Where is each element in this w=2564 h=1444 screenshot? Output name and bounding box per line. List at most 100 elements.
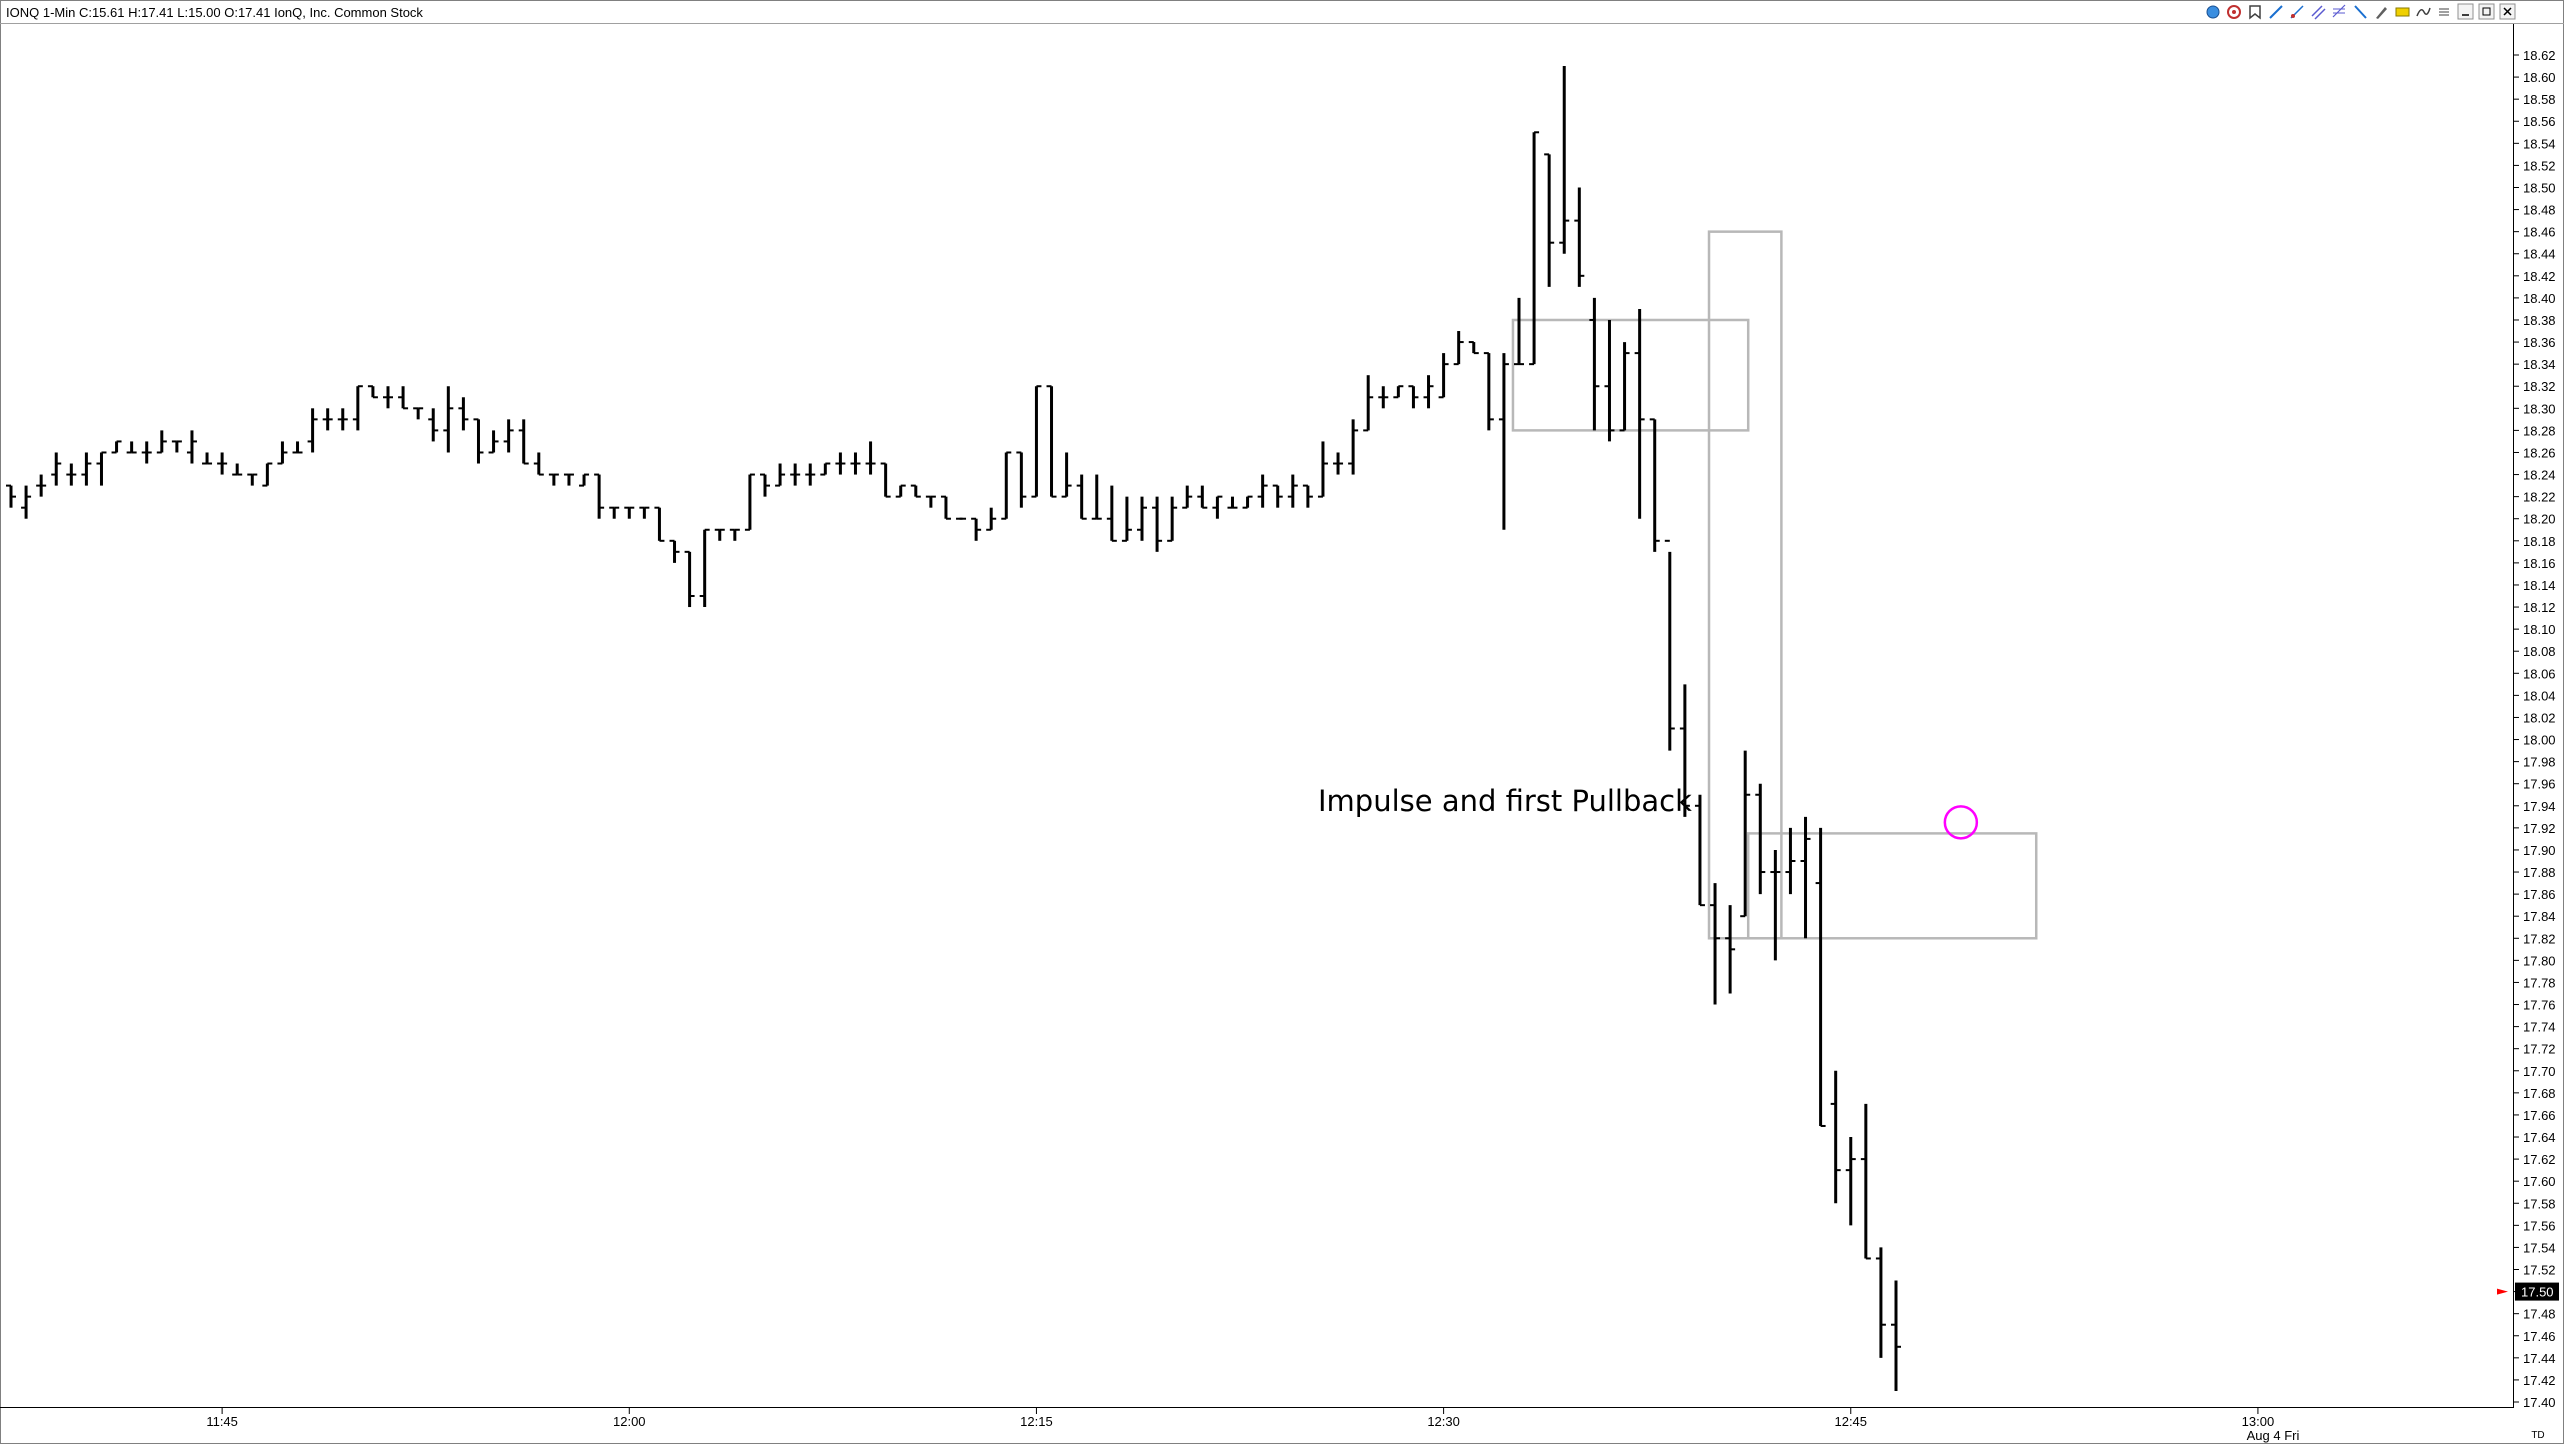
price-label: 18.04 xyxy=(2523,688,2556,703)
highlighter-icon[interactable] xyxy=(2376,7,2387,19)
ohlc-bar xyxy=(443,386,454,453)
fib-icon[interactable] xyxy=(2332,4,2346,18)
consolidation-box[interactable] xyxy=(1511,318,1750,432)
ohlc-bar xyxy=(669,539,680,563)
minimize-icon[interactable] xyxy=(2457,3,2474,20)
ohlc-bar xyxy=(1408,385,1419,409)
ohlc-bar xyxy=(1121,496,1132,542)
ohlc-bar xyxy=(1317,441,1328,498)
pencil-icon[interactable] xyxy=(2269,5,2283,19)
ohlc-bar xyxy=(66,463,77,486)
menu-icon[interactable] xyxy=(2439,8,2449,16)
ohlc-bar xyxy=(835,452,846,475)
price-label: 17.90 xyxy=(2523,843,2556,858)
globe-icon[interactable] xyxy=(2206,5,2220,19)
ohlc-bar xyxy=(1468,341,1479,355)
ohlc-bar xyxy=(1212,495,1223,519)
ohlc-bar xyxy=(1106,485,1117,542)
ohlc-bar xyxy=(111,440,122,454)
ohlc-bar xyxy=(1287,474,1298,508)
ohlc-bar xyxy=(925,495,936,508)
price-label: 17.66 xyxy=(2523,1108,2556,1123)
ohlc-bar xyxy=(1574,187,1585,287)
price-label: 17.84 xyxy=(2523,909,2556,924)
ohlc-bar xyxy=(352,385,363,431)
ohlc-bar xyxy=(594,473,605,519)
ohlc-bar xyxy=(714,528,725,541)
ohlc-bar xyxy=(1649,418,1660,552)
price-label: 17.46 xyxy=(2523,1329,2556,1344)
current-price-label: 17.50 xyxy=(2521,1285,2554,1300)
price-label: 18.52 xyxy=(2523,158,2556,173)
price-label: 18.14 xyxy=(2523,578,2556,593)
ohlc-bar xyxy=(805,463,816,486)
time-scale[interactable]: 11:4512:0012:1512:3012:4513:0006:4507:00… xyxy=(206,1408,2564,1443)
ohlc-bar xyxy=(337,408,348,431)
parallel-lines-icon[interactable] xyxy=(2311,5,2326,20)
ohlc-bar xyxy=(1272,484,1283,508)
bookmark-icon[interactable] xyxy=(2249,5,2261,20)
ohlc-bar xyxy=(1634,308,1645,519)
freehand-icon[interactable] xyxy=(2416,7,2431,17)
ohlc-bar xyxy=(940,495,951,520)
ohlc-bar xyxy=(1770,849,1781,961)
price-label: 18.18 xyxy=(2523,534,2556,549)
ohlc-bar xyxy=(684,550,695,608)
ohlc-bar xyxy=(1604,319,1615,442)
ohlc-bar xyxy=(1845,1137,1856,1226)
ohlc-bar xyxy=(262,462,273,487)
price-scale[interactable]: 18.62 18.60 18.58 18.56 18.54 18.52 18.50 18.48… xyxy=(2497,48,2559,1410)
ohlc-bar xyxy=(1891,1280,1901,1391)
diagonal-line-icon[interactable] xyxy=(2354,5,2367,19)
price-label: 18.62 xyxy=(2523,48,2556,63)
ohlc-bar xyxy=(202,452,213,465)
corner-label: TD xyxy=(2531,1430,2544,1441)
ohlc-bar xyxy=(790,463,801,486)
price-label: 17.52 xyxy=(2523,1263,2556,1278)
ohlc-bar xyxy=(1755,783,1766,895)
ohlc-bar xyxy=(1800,816,1811,939)
price-label: 18.12 xyxy=(2523,600,2556,615)
price-label: 18.30 xyxy=(2523,401,2556,416)
pullback-box[interactable] xyxy=(1746,832,2038,940)
ohlc-bar xyxy=(141,441,152,464)
price-label: 17.92 xyxy=(2523,821,2556,836)
ohlc-bar xyxy=(986,507,997,531)
price-label: 17.94 xyxy=(2523,799,2556,814)
price-label: 17.72 xyxy=(2523,1042,2556,1057)
impulse-box[interactable] xyxy=(1707,230,1783,940)
price-label: 17.74 xyxy=(2523,1020,2556,1035)
close-icon[interactable] xyxy=(2499,3,2516,20)
price-label: 17.54 xyxy=(2523,1240,2556,1255)
title-bar xyxy=(1,1,2563,23)
price-label: 17.70 xyxy=(2523,1064,2556,1079)
price-label: 17.98 xyxy=(2523,755,2556,770)
ohlc-bar xyxy=(880,462,891,498)
entry-circle[interactable] xyxy=(1943,805,1979,840)
price-label: 18.60 xyxy=(2523,70,2556,85)
price-label: 17.56 xyxy=(2523,1218,2556,1233)
ohlc-bar xyxy=(51,452,62,486)
ohlc-bar xyxy=(820,462,831,476)
price-label: 18.26 xyxy=(2523,445,2556,460)
drawing-toolbar[interactable] xyxy=(2206,3,2516,20)
ohlc-bar xyxy=(1167,496,1178,542)
price-label: 17.82 xyxy=(2523,931,2556,946)
time-label: 12:45 xyxy=(1834,1414,1867,1429)
restore-icon[interactable] xyxy=(2478,3,2495,20)
rectangle-icon[interactable] xyxy=(2395,7,2410,17)
price-label: 18.40 xyxy=(2523,291,2556,306)
price-label: 18.50 xyxy=(2523,180,2556,195)
ray-icon[interactable] xyxy=(2290,5,2304,19)
ohlc-bar xyxy=(563,473,574,486)
ohlc-bar xyxy=(548,473,559,486)
target-icon[interactable] xyxy=(2227,5,2241,19)
ohlc-bar xyxy=(81,452,92,486)
ohlc-bar xyxy=(247,473,258,486)
ohlc-bar xyxy=(503,419,514,453)
price-label: 18.24 xyxy=(2523,468,2556,483)
ohlc-bar xyxy=(171,440,182,453)
ohlc-bar xyxy=(609,506,620,519)
ohlc-bar xyxy=(533,452,544,476)
